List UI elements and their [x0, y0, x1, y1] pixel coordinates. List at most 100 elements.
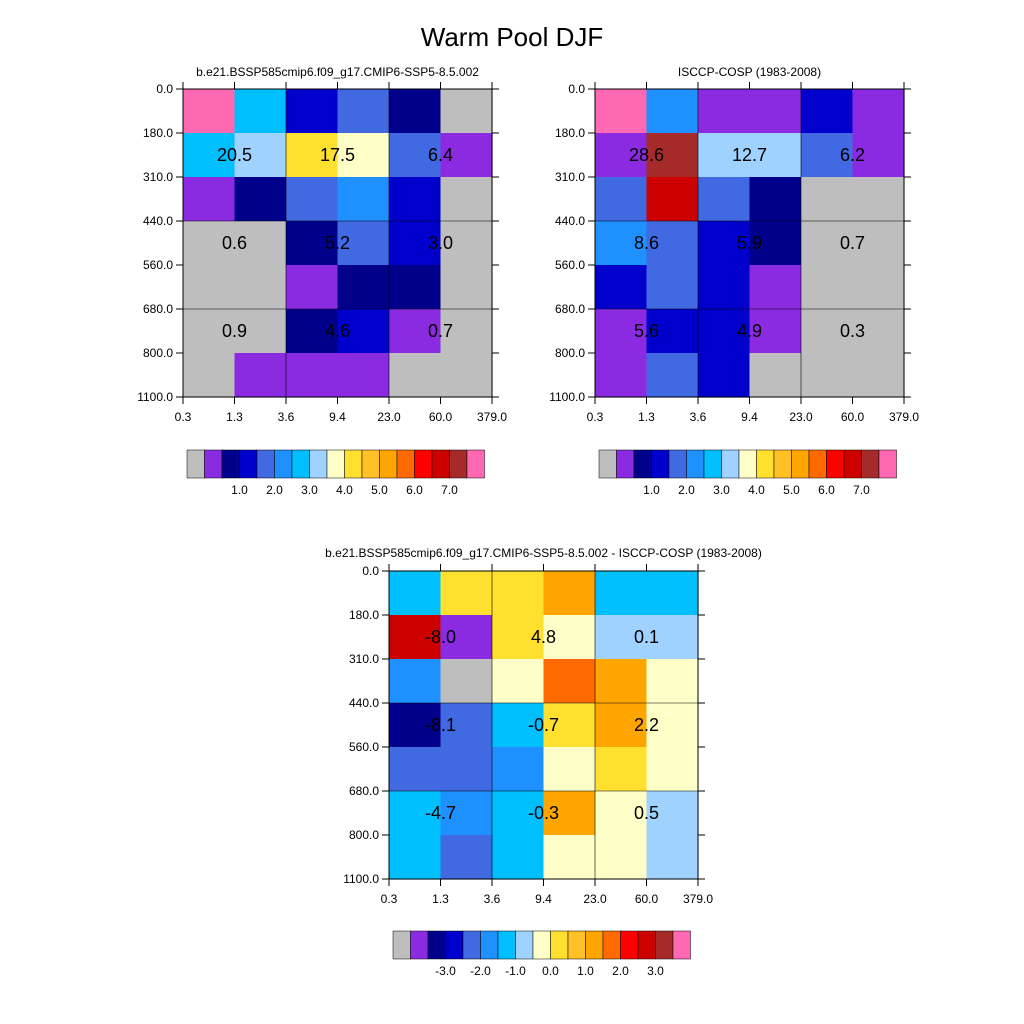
heatmap-cell	[286, 353, 339, 398]
heatmap-cell	[543, 791, 596, 836]
heatmap-cell	[389, 747, 442, 792]
heatmap-cell	[595, 265, 648, 310]
heatmap-cell	[389, 571, 442, 616]
x-tick-label: 0.3	[381, 892, 398, 906]
colorbar-label: 2.0	[612, 964, 629, 978]
colorbar-swatch	[703, 449, 722, 479]
heatmap-cell	[646, 747, 699, 792]
x-tick-label: 3.6	[484, 892, 501, 906]
heatmap-cell	[234, 177, 287, 222]
heatmap-cell	[286, 177, 339, 222]
colorbar-swatch	[431, 449, 450, 479]
heatmap-cell	[543, 571, 596, 616]
y-tick-label: 180.0	[349, 608, 379, 622]
colorbar-label: 6.0	[406, 483, 423, 497]
x-tick-label: 379.0	[889, 410, 919, 424]
heatmap-cell	[389, 89, 442, 134]
y-tick-label: 180.0	[555, 126, 585, 140]
colorbar-swatch	[462, 930, 481, 960]
heatmap-cell	[234, 353, 287, 398]
block-value-label: 0.7	[428, 321, 453, 341]
heatmap-cell	[698, 221, 751, 266]
heatmap-cell	[543, 703, 596, 748]
heatmap-cell	[852, 89, 905, 134]
heatmap-cell	[492, 659, 545, 704]
heatmap-cell	[595, 353, 648, 398]
x-tick-label: 60.0	[841, 410, 865, 424]
colorbar-swatch	[445, 930, 464, 960]
heatmap-cell	[801, 309, 854, 354]
colorbar-swatch	[291, 449, 310, 479]
heatmap-cell	[749, 221, 802, 266]
colorbar-swatch	[427, 930, 446, 960]
x-tick-label: 3.6	[690, 410, 707, 424]
heatmap-cell	[852, 133, 905, 178]
heatmap-cell	[492, 747, 545, 792]
colorbar-label: -3.0	[435, 964, 456, 978]
heatmap-cell	[389, 309, 442, 354]
x-tick-label: 379.0	[683, 892, 713, 906]
colorbar-label: 4.0	[748, 483, 765, 497]
colorbar-swatch	[738, 449, 757, 479]
heatmap-cell	[595, 221, 648, 266]
colorbar-swatch	[466, 449, 485, 479]
block-value-label: 6.2	[840, 145, 865, 165]
colorbar-swatch	[515, 930, 534, 960]
block-value-label: 4.6	[325, 321, 350, 341]
colorbar-swatch	[808, 449, 827, 479]
block-value-label: 0.9	[222, 321, 247, 341]
x-tick-label: 0.3	[175, 410, 192, 424]
panel-observations: ISCCP-COSP (1983-2008) 0.0 180.0 310.0 440.…	[549, 65, 919, 497]
x-tick-label: 60.0	[429, 410, 453, 424]
colorbar-swatch	[480, 930, 499, 960]
colorbar-label: -1.0	[505, 964, 526, 978]
colorbar-swatch	[655, 930, 674, 960]
heatmap-cell	[595, 835, 648, 880]
heatmap-cell	[801, 265, 854, 310]
panel-title: b.e21.BSSP585cmip6.f09_g17.CMIP6-SSP5-8.…	[196, 65, 479, 79]
heatmap-cell	[595, 747, 648, 792]
heatmap-cell	[698, 133, 751, 178]
heatmap-cell	[698, 177, 751, 222]
colorbar-label: 1.0	[643, 483, 660, 497]
y-tick-label: 440.0	[555, 214, 585, 228]
colorbar-swatch	[861, 449, 880, 479]
colorbar-label: 4.0	[336, 483, 353, 497]
colorbar-swatch	[221, 449, 240, 479]
colorbar-swatch	[256, 449, 275, 479]
heatmap-cell	[543, 659, 596, 704]
heatmap-cell	[595, 309, 648, 354]
heatmap-cell	[646, 353, 699, 398]
block-value-label: 17.5	[320, 145, 355, 165]
heatmap-cell	[183, 265, 236, 310]
colorbar-swatch	[414, 449, 433, 479]
y-tick-label: 1100.0	[549, 390, 585, 404]
heatmap-cell	[646, 659, 699, 704]
colorbar-label: 7.0	[441, 483, 458, 497]
heatmap-cell	[698, 353, 751, 398]
colorbar-swatch	[550, 930, 569, 960]
heatmap-cell	[801, 177, 854, 222]
heatmap-cell	[440, 659, 493, 704]
colorbar-swatch	[449, 449, 468, 479]
heatmap-cell	[646, 221, 699, 266]
heatmap-cell	[440, 89, 493, 134]
heatmap-cell	[595, 571, 648, 616]
colorbar-swatch	[826, 449, 845, 479]
heatmap-cell	[440, 747, 493, 792]
y-tick-label: 1100.0	[343, 872, 379, 886]
y-tick-label: 560.0	[555, 258, 585, 272]
y-tick-label: 0.0	[362, 564, 379, 578]
colorbar-label: 5.0	[371, 483, 388, 497]
colorbar-swatch	[756, 449, 775, 479]
heatmap-cell	[183, 309, 236, 354]
colorbar-label: 5.0	[783, 483, 800, 497]
x-tick-label: 23.0	[583, 892, 607, 906]
colorbar-swatch	[878, 449, 897, 479]
heatmap-cell	[749, 177, 802, 222]
heatmap-cell	[389, 703, 442, 748]
colorbar-swatch	[344, 449, 363, 479]
heatmap-cell	[440, 221, 493, 266]
colorbar-swatch	[274, 449, 293, 479]
heatmap-cell	[646, 571, 699, 616]
